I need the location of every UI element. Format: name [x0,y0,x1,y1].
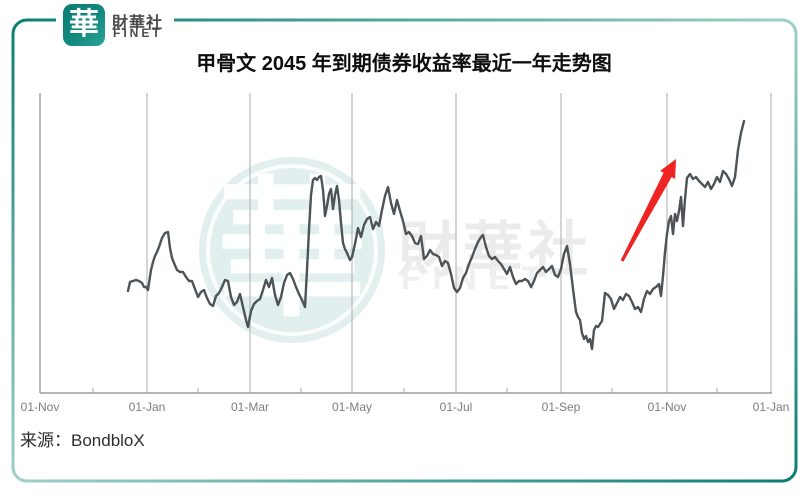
finet-logo-seal: 華 [63,4,105,46]
brand-name-en: FINET [113,26,163,40]
brand-name-cn: 財華社 [112,15,164,32]
chart-title: 甲骨文 2045 年到期债券收益率最近一年走势图 [196,53,612,75]
yield-series-line [126,119,746,351]
x-axis-label: 01-Sep [542,400,581,414]
x-axis-label: 01-Jan [129,400,166,414]
x-axis-label: 01-May [332,400,372,414]
x-axis-label: 01-Jul [440,400,473,414]
finet-logo-glyph: 華 [69,8,99,41]
x-axis-label: 01-Nov [21,400,60,414]
x-axis-label: 01-Nov [648,400,687,414]
seal-ring [206,164,378,336]
source-credit: 来源：BondbloX [20,431,145,450]
watermark-text-en: FINET [401,260,554,296]
x-axis-label: 01-Mar [231,400,269,414]
trend-up-arrow [620,159,676,262]
x-axis-label: 01-Jan [753,400,790,414]
